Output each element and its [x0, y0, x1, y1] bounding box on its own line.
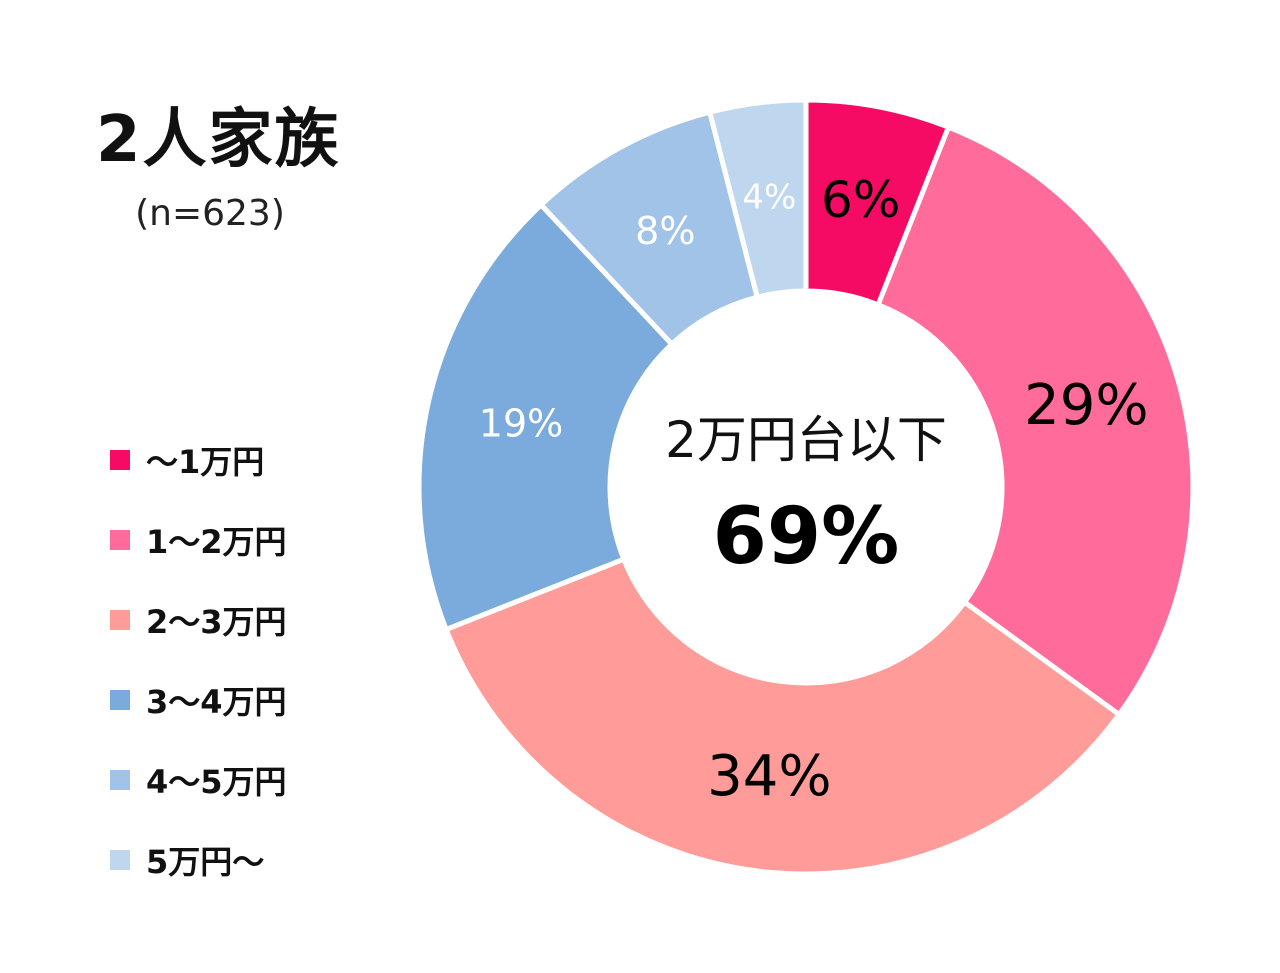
legend-label: 5万円～	[146, 843, 265, 881]
chart-title: 2人家族	[96, 103, 341, 177]
donut-slice	[416, 202, 675, 632]
slice-label: 29%	[1024, 373, 1148, 438]
legend-swatch	[110, 770, 130, 790]
legend-label: 1～2万円	[146, 523, 287, 561]
legend-label: ～1万円	[146, 443, 265, 481]
donut-slice	[875, 124, 1196, 717]
legend-item: 2～3万円	[110, 580, 287, 660]
donut-slice	[707, 97, 809, 300]
legend-item: 3～4万円	[110, 660, 287, 740]
legend-swatch	[110, 690, 130, 710]
slice-label: 19%	[479, 401, 563, 445]
legend-swatch	[110, 850, 130, 870]
slice-label: 6%	[821, 171, 900, 229]
legend-swatch	[110, 610, 130, 630]
center-value: 69%	[713, 492, 900, 582]
legend-swatch	[110, 530, 130, 550]
donut-slice	[443, 556, 1122, 877]
legend: ～1万円 1～2万円 2～3万円 3～4万円 4～5万円 5万円～	[110, 420, 287, 900]
legend-item: 1～2万円	[110, 500, 287, 580]
center-caption: 2万円台以下	[665, 411, 947, 469]
legend-item: ～1万円	[110, 420, 287, 500]
legend-item: 5万円～	[110, 820, 287, 900]
legend-label: 2～3万円	[146, 603, 287, 641]
slice-label: 4%	[742, 177, 796, 217]
legend-swatch	[110, 450, 130, 470]
sample-size: (n=623)	[135, 193, 285, 234]
legend-label: 3～4万円	[146, 683, 287, 721]
slice-label: 8%	[635, 209, 695, 253]
slice-label: 34%	[707, 744, 831, 809]
legend-label: 4～5万円	[146, 763, 287, 801]
legend-item: 4～5万円	[110, 740, 287, 820]
